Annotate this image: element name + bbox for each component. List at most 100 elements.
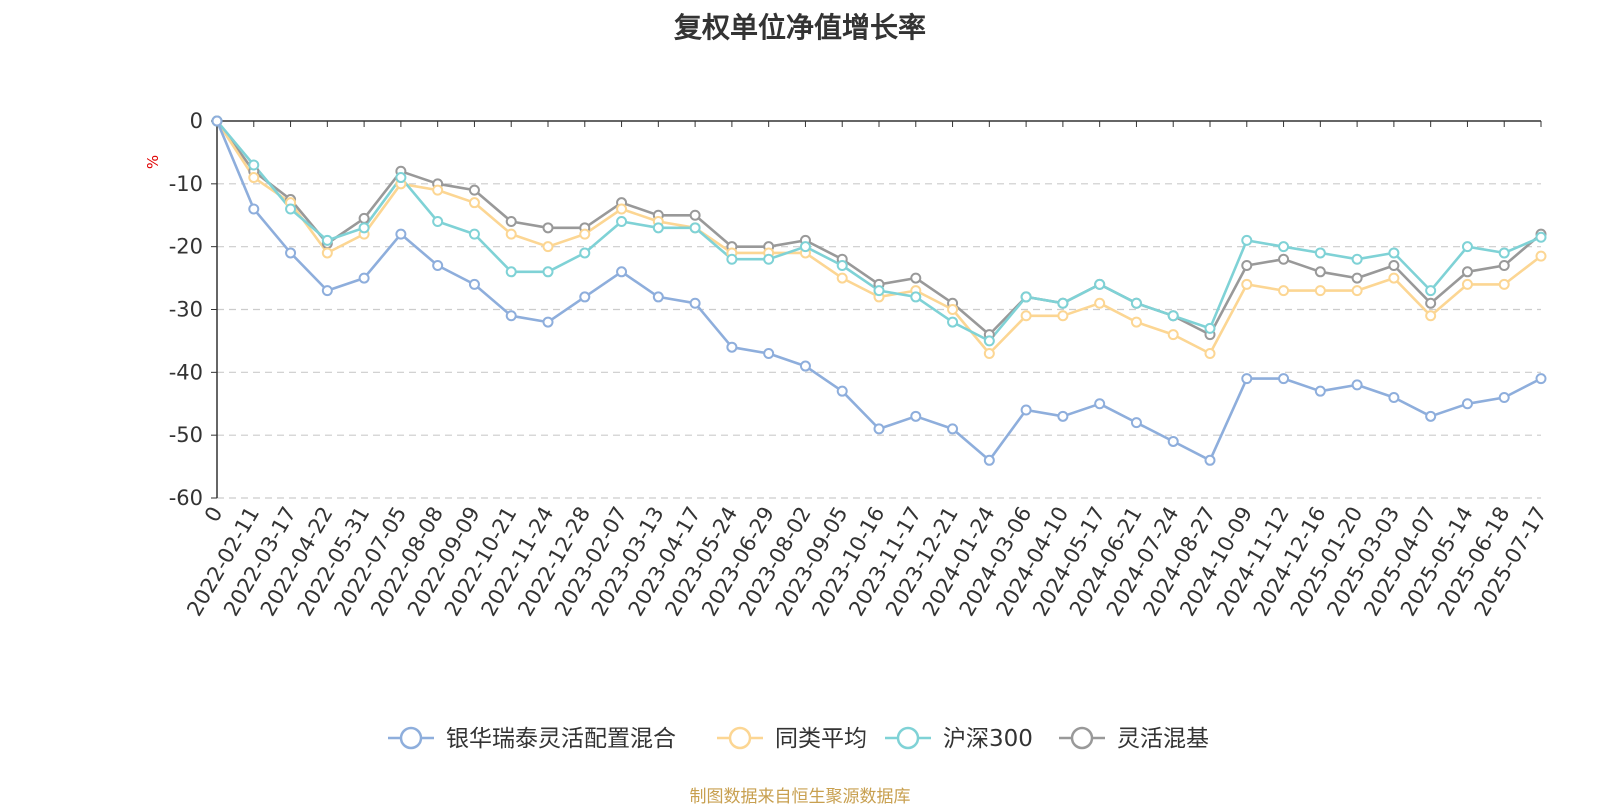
data-point [616,216,628,228]
data-point [836,260,848,272]
data-point [321,247,333,259]
legend-label: 同类平均 [775,726,867,752]
data-point [1498,247,1510,259]
data-point [1241,373,1253,385]
data-point [1057,410,1069,422]
legend[interactable]: 银华瑞泰灵活配置混合 同类平均 沪深300 灵活混基 [388,726,1209,752]
legend-item[interactable]: 同类平均 [717,726,867,752]
axes: 0-10-20-30-40-50-6002022-02-112022-03-17… [169,109,1552,620]
data-point [1388,247,1400,259]
data-point [579,247,591,259]
data-point [542,316,554,328]
data-point [616,266,628,278]
data-point [321,285,333,297]
data-point [579,228,591,240]
data-point [763,347,775,359]
data-point [1167,329,1179,341]
data-point [910,291,922,303]
y-tick-label: -40 [169,360,203,384]
data-point [1388,260,1400,272]
data-point [542,241,554,253]
data-point [983,454,995,466]
data-point [763,253,775,265]
data-point [1167,435,1179,447]
data-point [1094,297,1106,309]
data-point [1425,310,1437,322]
data-point [1388,391,1400,403]
data-point [873,423,885,435]
data-point [1461,398,1473,410]
data-point [1020,291,1032,303]
series-line [215,120,1542,355]
data-point [1278,241,1290,253]
series-line [215,120,1542,336]
data-point [1351,272,1363,284]
data-point [1425,285,1437,297]
data-point [1278,285,1290,297]
data-point [505,310,517,322]
data-point [248,172,260,184]
data-point [947,423,959,435]
legend-marker-icon [1070,726,1094,750]
y-tick-label: -20 [169,235,203,259]
data-point [1351,379,1363,391]
x-tick-label: 0 [200,503,227,527]
data-point [1314,385,1326,397]
data-point [542,222,554,234]
data-point [321,234,333,246]
data-point [468,278,480,290]
data-point [1204,454,1216,466]
series-line [216,120,1542,343]
data-point [1241,278,1253,290]
data-point [1241,234,1253,246]
data-point [910,410,922,422]
data-point [358,212,370,224]
grid-lines [217,183,1541,499]
data-point [1351,253,1363,265]
legend-marker-icon [399,726,423,750]
data-point [1498,260,1510,272]
data-point [248,159,260,171]
data-point [1351,285,1363,297]
y-tick-label: -60 [169,486,203,510]
data-point [432,260,444,272]
data-point [1241,260,1253,272]
data-point [652,291,664,303]
data-point [395,172,407,184]
data-point [1204,322,1216,334]
data-point [689,297,701,309]
data-point [285,203,297,215]
data-point [505,216,517,228]
y-tick-label: -30 [169,298,203,322]
legend-item[interactable]: 银华瑞泰灵活配置混合 [388,726,676,752]
legend-marker-icon [896,726,920,750]
data-point [1204,347,1216,359]
chart-title: 复权单位净值增长率 [673,11,926,44]
y-tick-label: -10 [169,172,203,196]
legend-label: 沪深300 [943,726,1033,752]
legend-item[interactable]: 沪深300 [885,726,1033,752]
data-point [285,247,297,259]
data-point [358,222,370,234]
data-point [468,228,480,240]
data-point [1535,250,1547,262]
data-point [505,228,517,240]
data-point [910,272,922,284]
data-point [468,184,480,196]
source-note: 制图数据来自恒生聚源数据库 [689,787,911,807]
data-point [211,115,223,127]
legend-label: 银华瑞泰灵活配置混合 [446,726,676,752]
data-point [689,209,701,221]
legend-item[interactable]: 灵活混基 [1059,726,1209,752]
data-point [432,216,444,228]
data-point [1130,297,1142,309]
data-point [799,360,811,372]
data-point [873,285,885,297]
data-point [836,272,848,284]
data-point [579,291,591,303]
data-point [1535,373,1547,385]
data-point [616,203,628,215]
legend-marker-icon [728,726,752,750]
data-point [1461,241,1473,253]
data-point [983,347,995,359]
